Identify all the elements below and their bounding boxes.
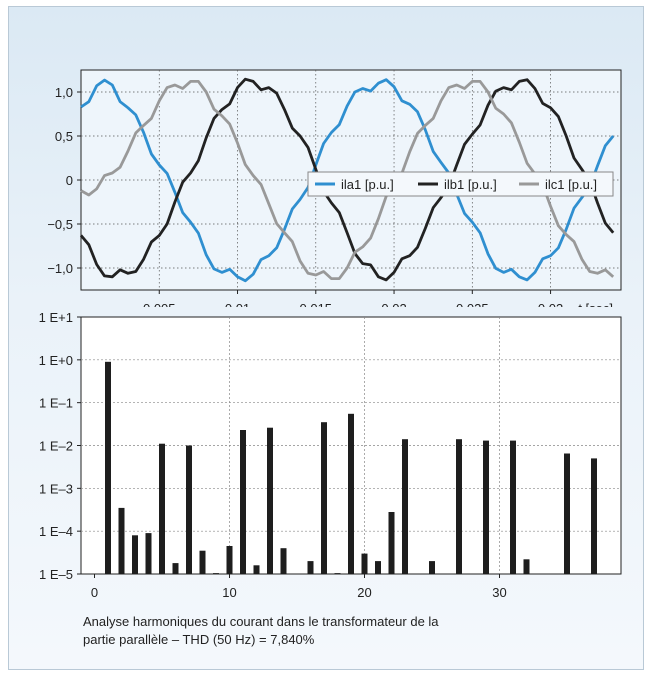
harmonic-bar-19 xyxy=(348,413,354,574)
harmonic-bar-14 xyxy=(280,548,287,574)
y-tick-label-4: −1,0 xyxy=(47,261,73,276)
harmonic-bar-6 xyxy=(172,563,179,574)
harmonic-bar-17 xyxy=(321,422,327,574)
x-tick-label-0: 0,005 xyxy=(143,301,176,307)
legend-box xyxy=(307,171,614,197)
legend-label-1: ilb1 [p.u.] xyxy=(444,177,497,192)
harmonic-bar-1 xyxy=(105,361,111,574)
harmonic-bar-23 xyxy=(402,439,408,574)
harmonic-bar-7 xyxy=(186,445,192,574)
y2-tick-label-3: 1 E–2 xyxy=(39,439,73,454)
series-line-1 xyxy=(79,77,615,282)
harmonic-bar-22 xyxy=(388,512,395,574)
harmonic-bar-25 xyxy=(429,561,435,574)
harmonic-bar-20 xyxy=(361,553,368,574)
legend-label-0: ila1 [p.u.] xyxy=(341,177,394,192)
harmonic-bar-16 xyxy=(307,561,314,574)
harmonic-bar-21 xyxy=(375,561,381,574)
series-line-2 xyxy=(80,80,615,280)
harmonic-bar-10 xyxy=(226,546,233,574)
time-domain-chart: 0,005 0,01 0,015 0,02 0,025 0,03 1,0 0,5 0 −0,5 −1… xyxy=(47,69,622,307)
x2-tick-label-0: 0 xyxy=(91,585,98,600)
x-axis-label: t [sec] xyxy=(578,301,613,307)
x2-tick-label-2: 20 xyxy=(357,585,371,600)
y2-tick-label-0: 1 E+1 xyxy=(39,310,73,325)
harmonic-bar-8 xyxy=(199,550,206,574)
harmonic-bar-12 xyxy=(253,565,260,574)
harmonic-bar-18 xyxy=(334,573,341,574)
x2-tick-label-3: 30 xyxy=(492,585,506,600)
harmonic-bar-35 xyxy=(564,453,570,574)
harmonic-bar-3 xyxy=(132,535,138,574)
y-tick-label-2: 0 xyxy=(66,173,73,188)
y2-tick-label-4: 1 E–3 xyxy=(39,481,73,496)
x-tick-label-3: 0,02 xyxy=(381,301,406,307)
caption-line-1: Analyse harmoniques du courant dans le t… xyxy=(83,614,439,629)
x-tick-label-4: 0,025 xyxy=(456,301,489,307)
harmonic-bar-11 xyxy=(240,430,246,574)
harmonic-spectrum-chart: 1 E+1 1 E+0 1 E–1 1 E–2 1 E–3 1 E–4 1 E–5 0 10 20… xyxy=(39,310,622,600)
harmonic-bar-5 xyxy=(159,443,165,574)
legend: ila1 [p.u.] ilb1 [p.u.] ilc1 [p.u.] xyxy=(307,171,614,197)
harmonic-bar-4 xyxy=(145,533,152,574)
series-line-0 xyxy=(80,78,615,283)
harmonic-bar-9 xyxy=(213,573,219,574)
harmonic-bar-27 xyxy=(456,439,462,574)
y-tick-label-1: 0,5 xyxy=(55,129,73,144)
harmonic-bar-32 xyxy=(523,559,530,574)
x-tick-label-1: 0,01 xyxy=(225,301,250,307)
harmonic-bar-37 xyxy=(591,458,597,574)
harmonic-bar-13 xyxy=(267,427,273,574)
x-tick-label-2: 0,015 xyxy=(300,301,333,307)
harmonic-bar-31 xyxy=(510,440,516,574)
x-tick-label-5: 0,03 xyxy=(538,301,563,307)
x2-tick-label-1: 10 xyxy=(222,585,236,600)
y-tick-label-3: −0,5 xyxy=(47,217,73,232)
harmonic-bar-2 xyxy=(118,507,125,574)
y-tick-label-0: 1,0 xyxy=(55,85,73,100)
y2-tick-label-6: 1 E–5 xyxy=(39,567,73,582)
harmonic-bar-29 xyxy=(483,440,489,574)
caption-line-2: partie parallèle – THD (50 Hz) = 7,840% xyxy=(83,632,315,647)
legend-label-2: ilc1 [p.u.] xyxy=(545,177,597,192)
y2-tick-label-1: 1 E+0 xyxy=(39,353,73,368)
y2-tick-label-5: 1 E–4 xyxy=(39,524,73,539)
figure-panel: 0,005 0,01 0,015 0,02 0,025 0,03 1,0 0,5 0 −0,5 −1… xyxy=(8,6,644,670)
y2-tick-label-2: 1 E–1 xyxy=(39,396,73,411)
figure-caption: Analyse harmoniques du courant dans le t… xyxy=(83,613,603,649)
